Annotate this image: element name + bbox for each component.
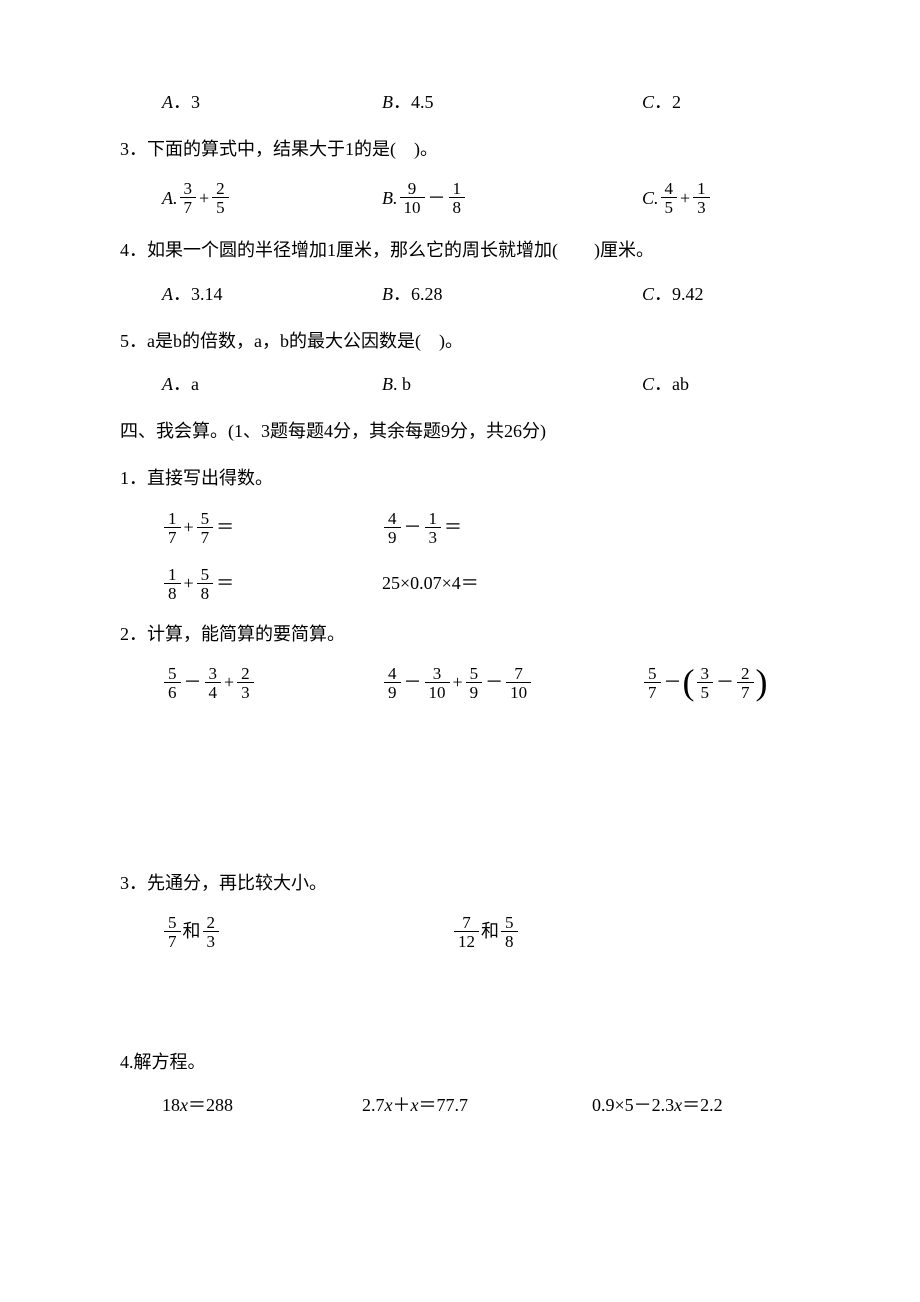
- section4-header: 四、我会算。(1、3题每题4分，其余每题9分，共26分): [120, 419, 800, 444]
- sub2-row: 56 － 34 + 23 49 － 310 + 59 － 710 57 － ( …: [162, 665, 800, 701]
- q2-b-label: B: [382, 92, 393, 112]
- q4-a-label: A: [162, 284, 173, 304]
- q4-b-label: B: [382, 284, 393, 304]
- q2-a-text: 3: [191, 92, 200, 112]
- sub1-r1-e1-f2: 57: [197, 510, 214, 546]
- sub3-e1-and: 和: [183, 919, 201, 944]
- q5-choice-b: B. b: [382, 372, 642, 397]
- q3-b-label: B.: [382, 186, 398, 211]
- q3-c-label: C.: [642, 186, 659, 211]
- q3-c-frac2: 13: [693, 180, 710, 216]
- q4-a-text: 3.14: [191, 284, 223, 304]
- q5-a-text: a: [191, 374, 199, 394]
- q3-c-op: +: [680, 186, 690, 211]
- section4-sub4-title: 4.解方程。: [120, 1050, 800, 1075]
- q3-a-frac2: 25: [212, 180, 229, 216]
- q2-choices-row: A．3 B．4.5 C．2: [120, 90, 800, 115]
- sub1-r1-e2-f1: 49: [384, 510, 401, 546]
- q4-choice-a: A．3.14: [162, 282, 382, 307]
- q4-c-text: 9.42: [672, 284, 704, 304]
- q4-choice-c: C．9.42: [642, 282, 800, 307]
- sub2-e3: 57 － ( 35 － 27 ): [642, 665, 800, 701]
- sub1-r1-e1-f1: 17: [164, 510, 181, 546]
- q2-c-label: C: [642, 92, 654, 112]
- q5-block: 5．a是b的倍数，a，b的最大公因数是( )。 A．a B. b C．ab: [120, 329, 800, 397]
- q2-a-label: A: [162, 92, 173, 112]
- q3-choice-a: A. 37 + 25: [162, 180, 382, 216]
- sub4-e2: 2.7x＋x＝77.7: [362, 1093, 592, 1118]
- q5-c-text: ab: [672, 374, 689, 394]
- q2-choice-a: A．3: [162, 90, 382, 115]
- q3-a-op: +: [199, 186, 209, 211]
- q2-b-text: 4.5: [411, 92, 434, 112]
- sub1-r2-e1-f2: 58: [197, 566, 214, 602]
- sub1-r2-e2: 25×0.07×4＝: [382, 571, 642, 596]
- sub2-e2: 49 － 310 + 59 － 710: [382, 665, 642, 701]
- q3-b-frac1: 910: [400, 180, 425, 216]
- sub4-e3: 0.9×5－2.3x＝2.2: [592, 1093, 800, 1118]
- q5-choice-c: C．ab: [642, 372, 800, 397]
- q2-choice-b: B．4.5: [382, 90, 642, 115]
- q5-choice-a: A．a: [162, 372, 382, 397]
- q3-choice-c: C. 45 + 13: [642, 180, 800, 216]
- sub1-r1-e1: 17 + 57 ＝: [162, 510, 382, 546]
- section4-sub2-title: 2．计算，能简算的要简算。: [120, 622, 800, 647]
- sub3-e1: 57 和 23: [162, 914, 452, 950]
- q5-a-label: A: [162, 374, 173, 394]
- sub1-r1-e2: 49 － 13 ＝: [382, 510, 642, 546]
- q3-b-op: －: [428, 186, 446, 211]
- sub2-e1: 56 － 34 + 23: [162, 665, 382, 701]
- q3-a-label: A.: [162, 186, 178, 211]
- section4-sub1-title: 1．直接写出得数。: [120, 466, 800, 491]
- sub3-e2: 712 和 58: [452, 914, 712, 950]
- q5-b-label: B: [382, 374, 393, 394]
- q5-stem: 5．a是b的倍数，a，b的最大公因数是( )。: [120, 329, 800, 354]
- q2-c-text: 2: [672, 92, 681, 112]
- workspace-gap-2: [120, 970, 800, 1050]
- sub4-e1: 18x＝288: [162, 1093, 362, 1118]
- q2-choice-c: C．2: [642, 90, 800, 115]
- section4-sub3-title: 3．先通分，再比较大小。: [120, 871, 800, 896]
- sub3-row: 57 和 23 712 和 58: [162, 914, 800, 950]
- q4-b-text: 6.28: [411, 284, 443, 304]
- sub3-e2-and: 和: [481, 919, 499, 944]
- sub1-row1: 17 + 57 ＝ 49 － 13 ＝: [162, 510, 800, 546]
- q4-block: 4．如果一个圆的半径增加1厘米，那么它的周长就增加( )厘米。 A．3.14 B…: [120, 238, 800, 306]
- sub1-r2-e1-f1: 18: [164, 566, 181, 602]
- workspace-gap-1: [120, 721, 800, 871]
- q4-stem: 4．如果一个圆的半径增加1厘米，那么它的周长就增加( )厘米。: [120, 238, 800, 263]
- q3-choice-b: B. 910 － 18: [382, 180, 642, 216]
- q5-b-text: . b: [393, 374, 411, 394]
- q5-c-label: C: [642, 374, 654, 394]
- sub1-r1-e2-f2: 13: [425, 510, 442, 546]
- q3-stem: 3．下面的算式中，结果大于1的是( )。: [120, 137, 800, 162]
- q3-c-frac1: 45: [661, 180, 678, 216]
- q4-choice-b: B．6.28: [382, 282, 642, 307]
- sub4-row: 18x＝288 2.7x＋x＝77.7 0.9×5－2.3x＝2.2: [162, 1093, 800, 1118]
- sub1-row2: 18 + 58 ＝ 25×0.07×4＝: [162, 566, 800, 602]
- q3-b-frac2: 18: [449, 180, 466, 216]
- q4-c-label: C: [642, 284, 654, 304]
- sub1-r2-e1: 18 + 58 ＝: [162, 566, 382, 602]
- q3-block: 3．下面的算式中，结果大于1的是( )。 A. 37 + 25 B. 910 －…: [120, 137, 800, 216]
- q3-a-frac1: 37: [180, 180, 197, 216]
